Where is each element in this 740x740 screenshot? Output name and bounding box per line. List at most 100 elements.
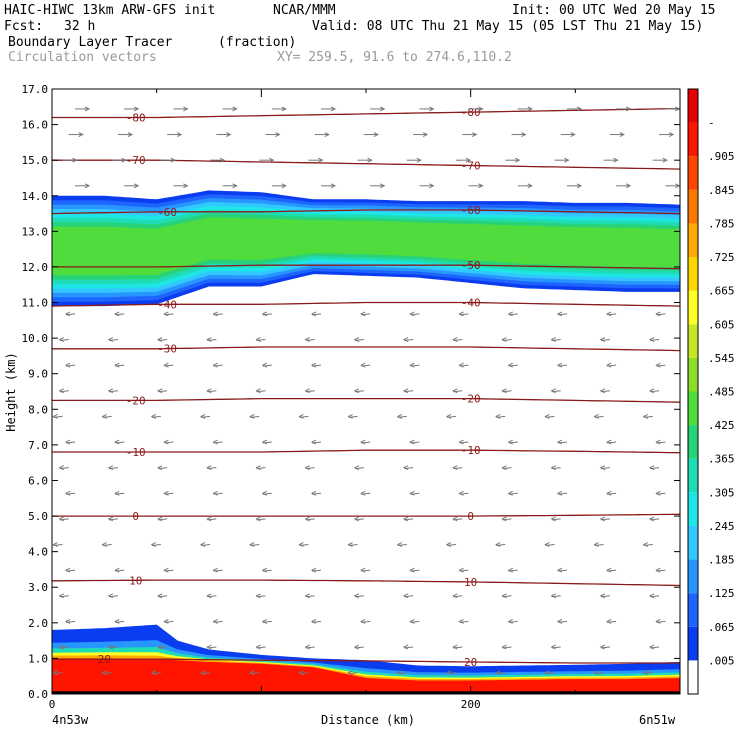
circulation-vector-head [429, 183, 435, 189]
tracer-fill-layer [52, 190, 680, 694]
circulation-vector-head [501, 388, 507, 394]
circulation-vector-head [199, 542, 206, 547]
circulation-vector-head [396, 413, 403, 419]
circulation-vector-head [452, 516, 458, 522]
circulation-vector-head [544, 542, 550, 547]
circulation-vector-head [668, 132, 675, 138]
circulation-vector-head [121, 157, 127, 163]
circulation-vector-head [495, 542, 501, 547]
colorbar-label: .905 [708, 150, 735, 163]
circulation-vector-head [261, 567, 268, 573]
circulation-vector-head [593, 670, 599, 676]
boundary-layer-shell-5 [52, 658, 680, 694]
circulation-vector-head [114, 311, 120, 317]
colorbar-segment [688, 525, 698, 560]
circulation-vector-head [212, 311, 218, 317]
isotherm-label: -60 [461, 204, 481, 217]
circulation-vector-head [107, 337, 114, 342]
circulation-vector-head [114, 439, 120, 445]
circulation-vector-head [249, 413, 255, 419]
circulation-vector-head [353, 465, 360, 471]
circulation-vector-head [58, 644, 64, 650]
circulation-vector-head [409, 311, 415, 317]
circulation-vector-head [212, 490, 218, 496]
circulation-vector-head [347, 542, 353, 547]
circulation-vector-head [157, 465, 163, 471]
circulation-vector-head [458, 362, 464, 368]
isotherm-label: 20 [464, 656, 477, 669]
axes-layer: 0.0 1.0 2.0 3.0 4.0 5.0 6.0 7.0 8.0 9.0 10.0 11.0 12… [22, 83, 681, 711]
y-tick-label: 0.0 [28, 688, 48, 701]
circulation-vector-head [232, 106, 238, 112]
colorbar-label: .065 [708, 621, 735, 634]
colorbar-label: .545 [708, 352, 735, 365]
circulation-vector-head [379, 183, 386, 189]
circulation-vector-head [648, 337, 655, 342]
circulation-vector-head [107, 516, 114, 522]
circulation-vector-head [458, 618, 464, 624]
circulation-vector-head [501, 465, 507, 471]
circulation-vector-head [206, 388, 212, 394]
circulation-vector-head [64, 567, 71, 573]
circulation-vector-head [599, 337, 606, 342]
circulation-vector-head [64, 490, 71, 496]
circulation-vector-head [64, 311, 71, 317]
circulation-vector-head [212, 439, 218, 445]
circulation-vector-head [606, 567, 612, 573]
isotherm-line [51, 301, 681, 307]
circulation-vector-head [101, 413, 107, 419]
x-tick-label: 200 [461, 698, 481, 711]
colorbar-label: .305 [708, 486, 735, 499]
circulation-vector-head [655, 439, 661, 445]
isotherm-line [52, 346, 681, 352]
circulation-vector-head [593, 542, 599, 547]
circulation-vector-head [373, 132, 380, 138]
circulation-vector-head [249, 670, 255, 676]
circulation-vector-head [507, 618, 513, 624]
circulation-vector-head [527, 183, 533, 189]
circulation-vector-head [261, 490, 268, 496]
circulation-vector-head [163, 439, 169, 445]
circulation-vector-head [163, 567, 169, 573]
circulation-vector-head [599, 516, 606, 522]
y-tick-label: 4.0 [28, 546, 48, 559]
circulation-vector-head [310, 567, 317, 573]
colorbar: .005 .065 .125 .185 .245 .305 .365 .425 .485 .545… [687, 88, 735, 695]
circulation-vector-head [402, 644, 409, 650]
colorbar-label: .365 [708, 453, 735, 466]
circulation-vector-head [556, 311, 563, 317]
colorbar-segment [688, 492, 698, 526]
y-tick-label: 12.0 [22, 261, 49, 274]
isotherm-label: -40 [157, 298, 177, 311]
forecast-label: Fcst: [4, 19, 44, 34]
circulation-vector-head [507, 439, 513, 445]
circulation-vector-head [310, 618, 317, 624]
circulation-vector-head [226, 132, 232, 138]
circulation-vector-head [556, 618, 563, 624]
circulation-vector-head [84, 106, 91, 112]
circulation-vector-head [648, 593, 655, 599]
right-endpoint-label: 6n51w [639, 713, 676, 727]
circulation-vector-head [606, 311, 612, 317]
circulation-vector-head [409, 567, 415, 573]
y-tick-label: 5.0 [28, 510, 48, 523]
isotherm-line [52, 579, 681, 587]
circulation-vector-head [409, 362, 415, 368]
circulation-vector-head [501, 337, 507, 342]
circulation-vector-head [261, 311, 268, 317]
isotherm-label: -70 [126, 154, 146, 167]
circulation-vector-head [570, 132, 576, 138]
circulation-vector-head [402, 337, 409, 342]
circulation-vector-head [550, 516, 556, 522]
model-title: HAIC-HIWC 13km ARW-GFS init [4, 3, 216, 18]
circulation-vector-head [261, 439, 268, 445]
circulation-vector-head [353, 388, 360, 394]
colorbar-segment [688, 324, 698, 358]
circulation-vector-head [550, 644, 556, 650]
colorbar-frame [687, 88, 699, 695]
colorbar-segment [688, 156, 698, 190]
circulation-vector-head [514, 157, 521, 163]
isotherm-label: -60 [157, 206, 177, 219]
circulation-vector-head [544, 413, 550, 419]
